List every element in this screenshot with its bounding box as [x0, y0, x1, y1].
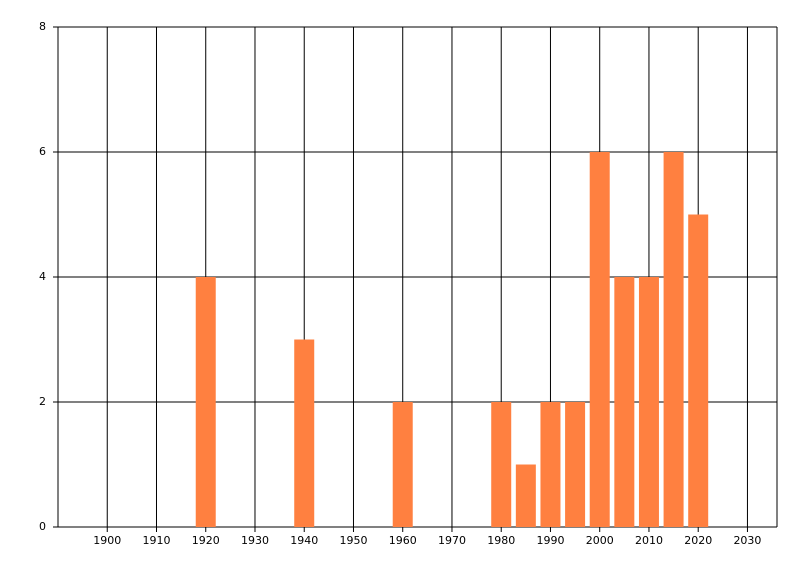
bar [540, 402, 561, 527]
x-tick-label: 1950 [339, 534, 367, 547]
x-tick-label: 2020 [684, 534, 712, 547]
bar [392, 402, 413, 527]
bar [565, 402, 586, 527]
bar [491, 402, 512, 527]
y-tick-label: 4 [39, 270, 46, 283]
x-tick-label: 1900 [93, 534, 121, 547]
x-tick-label: 1910 [142, 534, 170, 547]
bar [589, 152, 610, 527]
x-tick-label: 1960 [389, 534, 417, 547]
y-tick-label: 0 [39, 520, 46, 533]
y-tick-label: 2 [39, 395, 46, 408]
y-tick-label: 8 [39, 20, 46, 33]
bar [515, 464, 536, 527]
x-tick-label: 1990 [536, 534, 564, 547]
x-tick-label: 2000 [586, 534, 614, 547]
bar [688, 214, 709, 527]
bar [294, 339, 315, 527]
bar [195, 277, 216, 527]
x-tick-label: 1980 [487, 534, 515, 547]
x-tick-label: 1970 [438, 534, 466, 547]
y-tick-label: 6 [39, 145, 46, 158]
x-tick-label: 1930 [241, 534, 269, 547]
x-tick-label: 1920 [192, 534, 220, 547]
bar [638, 277, 659, 527]
x-tick-label: 2030 [733, 534, 761, 547]
bar [663, 152, 684, 527]
bar [614, 277, 635, 527]
x-tick-label: 1940 [290, 534, 318, 547]
x-tick-label: 2010 [635, 534, 663, 547]
